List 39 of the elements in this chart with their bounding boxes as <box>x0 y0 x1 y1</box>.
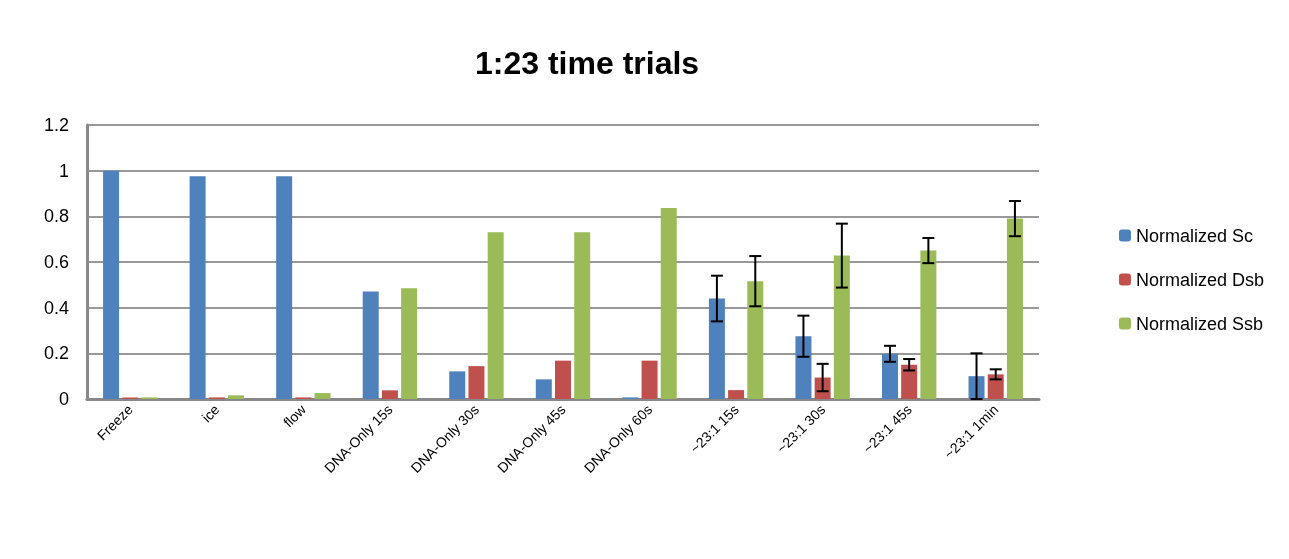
legend-label: Normalized Ssb <box>1135 313 1264 334</box>
legend-label: Normalized Dsb <box>1135 269 1265 290</box>
bar <box>276 176 293 399</box>
bar <box>468 366 485 399</box>
x-tick-label: ice <box>198 401 223 426</box>
bar <box>449 371 466 399</box>
bar <box>574 232 591 399</box>
y-tick-label: 0.8 <box>43 206 69 227</box>
bar <box>833 255 850 399</box>
bar <box>362 291 379 399</box>
bar <box>920 250 937 399</box>
y-tick-label: 0 <box>58 389 69 409</box>
legend-label: Normalized Sc <box>1135 225 1254 246</box>
bar <box>103 170 120 399</box>
bar <box>728 390 745 399</box>
bar <box>487 232 504 399</box>
bar <box>901 364 918 399</box>
bar <box>747 281 764 399</box>
bar <box>1006 218 1023 399</box>
bar <box>228 395 245 399</box>
bar <box>660 208 677 399</box>
bar <box>555 360 571 399</box>
y-tick-label: 0.2 <box>43 343 69 364</box>
bar <box>708 298 725 399</box>
y-tick-label: 1 <box>58 160 69 181</box>
y-tick-label: 1.2 <box>43 115 69 135</box>
bar <box>535 379 552 399</box>
x-tick-label: flow <box>280 400 310 431</box>
chart-title: 1:23 time trials <box>475 45 700 81</box>
bar <box>795 336 812 399</box>
bar <box>189 176 206 399</box>
y-tick-label: 0.6 <box>43 252 69 272</box>
bar <box>987 374 1004 399</box>
y-tick-label: 0.4 <box>43 297 69 318</box>
bar <box>641 360 658 399</box>
bar <box>401 288 418 399</box>
bar <box>381 390 398 399</box>
bar <box>314 393 331 399</box>
bar <box>881 353 898 399</box>
